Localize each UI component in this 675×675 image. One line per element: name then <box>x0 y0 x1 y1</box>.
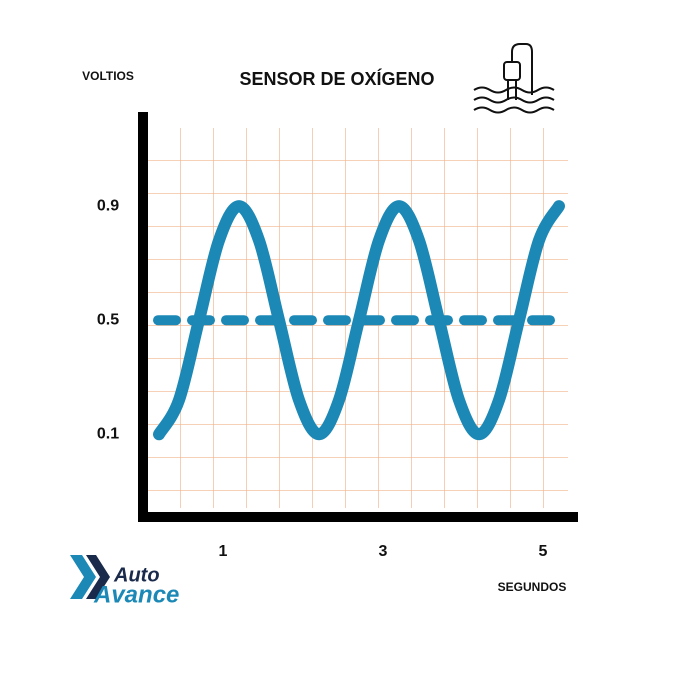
logo: Auto Avance <box>70 555 179 608</box>
chart-title: SENSOR DE OXÍGENO <box>239 68 434 89</box>
y-tick-label: 0.9 <box>97 197 119 214</box>
x-tick-label: 5 <box>539 543 548 560</box>
x-axis-label: SEGUNDOS <box>498 580 567 594</box>
x-tick-label: 1 <box>219 543 228 560</box>
y-tick-label: 0.1 <box>97 426 119 443</box>
data-line <box>153 200 565 441</box>
sensor-icon <box>473 43 555 114</box>
x-tick-label: 3 <box>379 543 388 560</box>
y-axis-label: VOLTIOS <box>82 69 134 83</box>
logo-text: Avance <box>93 581 179 608</box>
logo-text: Auto <box>113 564 160 586</box>
y-tick-label: 0.5 <box>97 311 119 328</box>
